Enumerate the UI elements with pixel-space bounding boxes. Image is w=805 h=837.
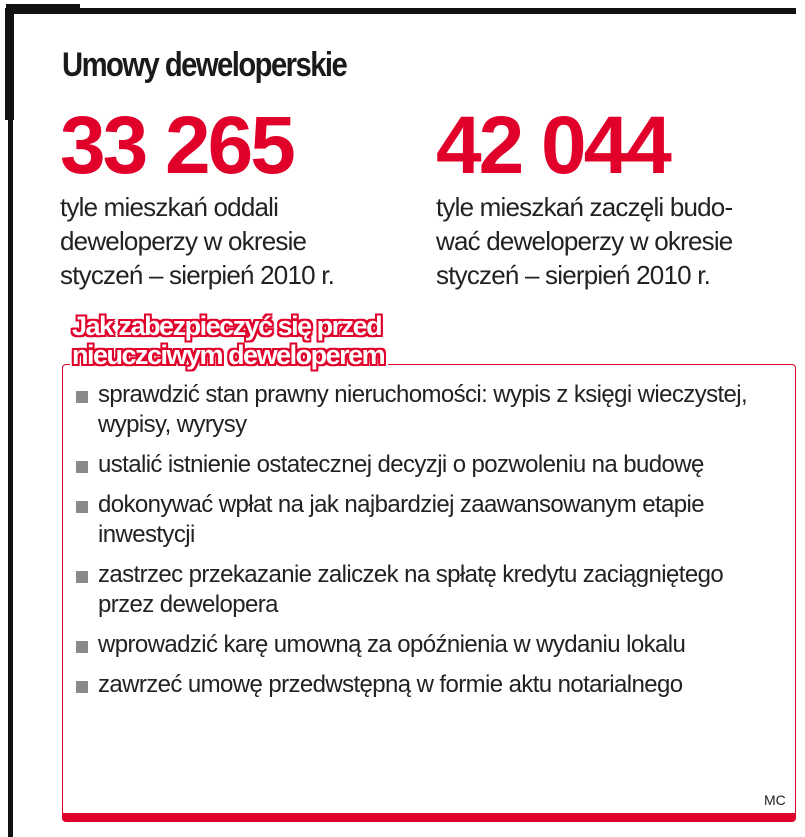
tips-heading: Jak zabezpieczyć się przed nieuczciwym d… [70,312,389,370]
tips-box [62,364,796,822]
list-item: ustalić istnienie ostatecznej decyzji o … [74,450,774,480]
list-item: wprowadzić karę umowną za opóźnienia w w… [74,630,774,660]
stat-description: tyle mieszkań oddali deweloperzy w okres… [60,192,335,290]
bullet-square-icon [76,571,88,583]
list-item-text: dokonywać wpłat na jak najbardziej zaawa… [98,491,705,548]
frame-top-rule [6,8,796,14]
stat-completed: 33 265 tyle mieszkań oddali deweloperzy … [60,100,335,292]
list-item: dokonywać wpłat na jak najbardziej zaawa… [74,490,774,550]
bullet-square-icon [76,391,88,403]
list-item-text: wprowadzić karę umowną za opóźnienia w w… [98,631,686,658]
bullet-square-icon [76,641,88,653]
stat-value: 42 044 [436,100,672,191]
author-credit: MC [764,792,786,808]
list-item: sprawdzić stan prawny nieruchomości: wyp… [74,380,774,440]
bullet-square-icon [76,681,88,693]
stat-value: 33 265 [60,100,296,191]
bullet-square-icon [76,501,88,513]
list-item: zawrzeć umowę przedwstępną w formie aktu… [74,670,774,700]
stat-description: tyle mieszkań zaczęli budo- wać dewelope… [436,192,733,290]
list-item-text: zastrzec przekazanie zaliczek na spłatę … [98,561,724,618]
stat-started: 42 044 tyle mieszkań zaczęli budo- wać d… [436,100,733,292]
tips-list: sprawdzić stan prawny nieruchomości: wyp… [74,380,774,710]
list-item: zastrzec przekazanie zaliczek na spłatę … [74,560,774,620]
frame-left-rule [8,8,13,837]
bullet-square-icon [76,461,88,473]
list-item-text: sprawdzić stan prawny nieruchomości: wyp… [98,381,748,438]
infographic-title: Umowy deweloperskie [62,46,348,84]
list-item-text: zawrzeć umowę przedwstępną w formie aktu… [98,671,683,698]
list-item-text: ustalić istnienie ostatecznej decyzji o … [98,451,704,478]
